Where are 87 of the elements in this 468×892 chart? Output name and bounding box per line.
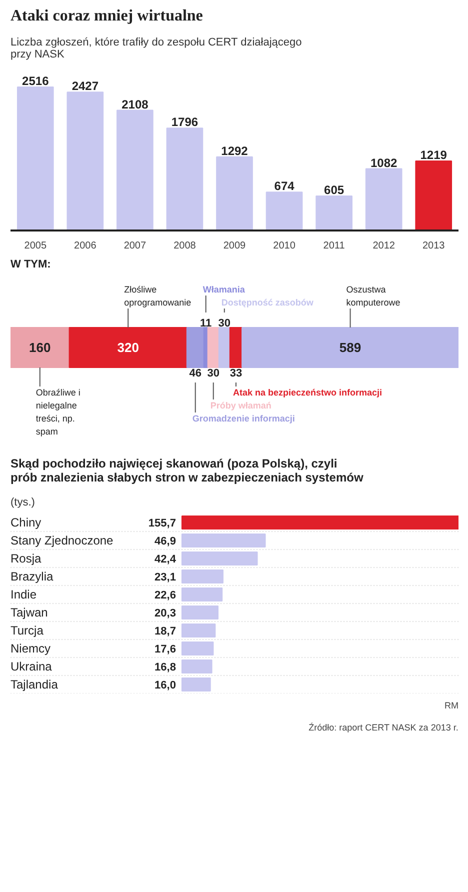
data-label: 16,0 (154, 680, 176, 692)
data-label: 46,9 (154, 536, 176, 548)
bar (10, 327, 70, 368)
x-tick-label: 2008 (174, 240, 196, 252)
text: Próby włamań (210, 400, 272, 410)
y-tick-label: Stany Zjednoczone (10, 534, 114, 548)
bar (218, 327, 230, 368)
y-tick-label: Indie (10, 588, 37, 602)
y-tick-label: Rosja (10, 552, 42, 566)
chart-title: Ataki coraz mniej wirtualne (10, 8, 203, 24)
bar (181, 624, 216, 638)
data-label: 30 (218, 318, 231, 330)
data-label: 1796 (171, 115, 198, 130)
data-label: 160 (29, 340, 51, 355)
data-label: 17,6 (154, 644, 176, 656)
data-label: 2516 (22, 74, 50, 88)
y-tick-label: Tajwan (10, 606, 48, 620)
y-tick-label: Turcja (10, 624, 44, 638)
text: Dostępność zasobów (221, 298, 314, 308)
bar (116, 110, 154, 230)
text: Złośliwe oprogramowanie (124, 284, 192, 308)
y-tick-label: Niemcy (10, 642, 51, 656)
data-label: 589 (339, 340, 362, 355)
text: Włamania (202, 284, 246, 294)
data-label: 30 (207, 368, 220, 380)
y-tick-label: Chiny (10, 516, 42, 530)
bar (181, 552, 258, 566)
chart-title: Skąd pochodziło najwięcej skanowań (poza Polską), czyli prób znalezienia słabych stron w zabezpieczeniach systemów (10, 456, 364, 484)
y-tick-label: Brazylia (10, 570, 54, 584)
bar (68, 327, 188, 368)
x-tick-label: 2012 (372, 240, 396, 252)
data-label: 320 (117, 340, 139, 355)
data-label: 16,8 (154, 662, 176, 674)
bar (186, 327, 204, 368)
data-label: 1292 (221, 144, 248, 158)
bar (415, 160, 452, 230)
bar (216, 156, 253, 230)
x-tick-label: 2010 (273, 240, 296, 252)
data-label: 2108 (122, 97, 149, 112)
bar (181, 570, 224, 584)
bar (66, 92, 104, 230)
data-label: 42,4 (154, 554, 177, 566)
bar (181, 606, 219, 620)
y-tick-label: Ukraina (10, 660, 52, 674)
bar (266, 192, 303, 230)
chart-subtitle: Liczba zgłoszeń, które trafiły do zespołu CERT działającego przy NASK (10, 36, 302, 60)
bar (181, 642, 214, 656)
data-label: 1082 (370, 156, 398, 170)
bar (181, 516, 458, 530)
x-tick-label: 2009 (223, 240, 246, 252)
bar (181, 660, 212, 674)
text: Gromadzenie informacji (192, 414, 295, 424)
x-tick-label: 2013 (422, 240, 446, 252)
bar (166, 128, 204, 230)
data-label: 33 (230, 368, 242, 380)
data-label: 605 (324, 183, 344, 197)
y-tick-label: Tajlandia (10, 678, 58, 692)
bar (16, 86, 54, 230)
data-label: 1219 (420, 148, 448, 162)
data-label: 22,6 (154, 590, 176, 602)
bar (316, 196, 352, 230)
data-label: 18,7 (154, 626, 176, 638)
bar (181, 588, 223, 602)
data-label: 20,3 (154, 608, 176, 620)
text: Obraźliwe i nielegalne treści, np. spam (36, 388, 80, 436)
bar (181, 534, 266, 548)
bar (365, 168, 402, 230)
text: Atak na bezpieczeństwo informacji (232, 388, 382, 398)
bar (229, 327, 243, 368)
data-label: 46 (189, 368, 202, 380)
chart-title: W TYM: (10, 258, 51, 270)
bar (242, 327, 458, 368)
data-label: 11 (200, 318, 212, 330)
data-label: 674 (274, 179, 295, 194)
x-tick-label: 2006 (74, 240, 97, 252)
x-tick-label: 2011 (323, 240, 346, 252)
text: RM (444, 700, 459, 710)
data-label: 23,1 (154, 572, 176, 584)
x-tick-label: 2007 (124, 240, 147, 252)
x-tick-label: 2005 (24, 240, 47, 252)
text: (tys.) (10, 496, 35, 508)
text: Źródło: raport CERT NASK za 2013 r. (308, 722, 458, 732)
data-label: 2427 (72, 79, 99, 94)
bar (181, 678, 211, 692)
bar (207, 327, 220, 368)
data-label: 155,7 (148, 518, 176, 530)
text: Oszustwa komputerowe (346, 284, 400, 308)
